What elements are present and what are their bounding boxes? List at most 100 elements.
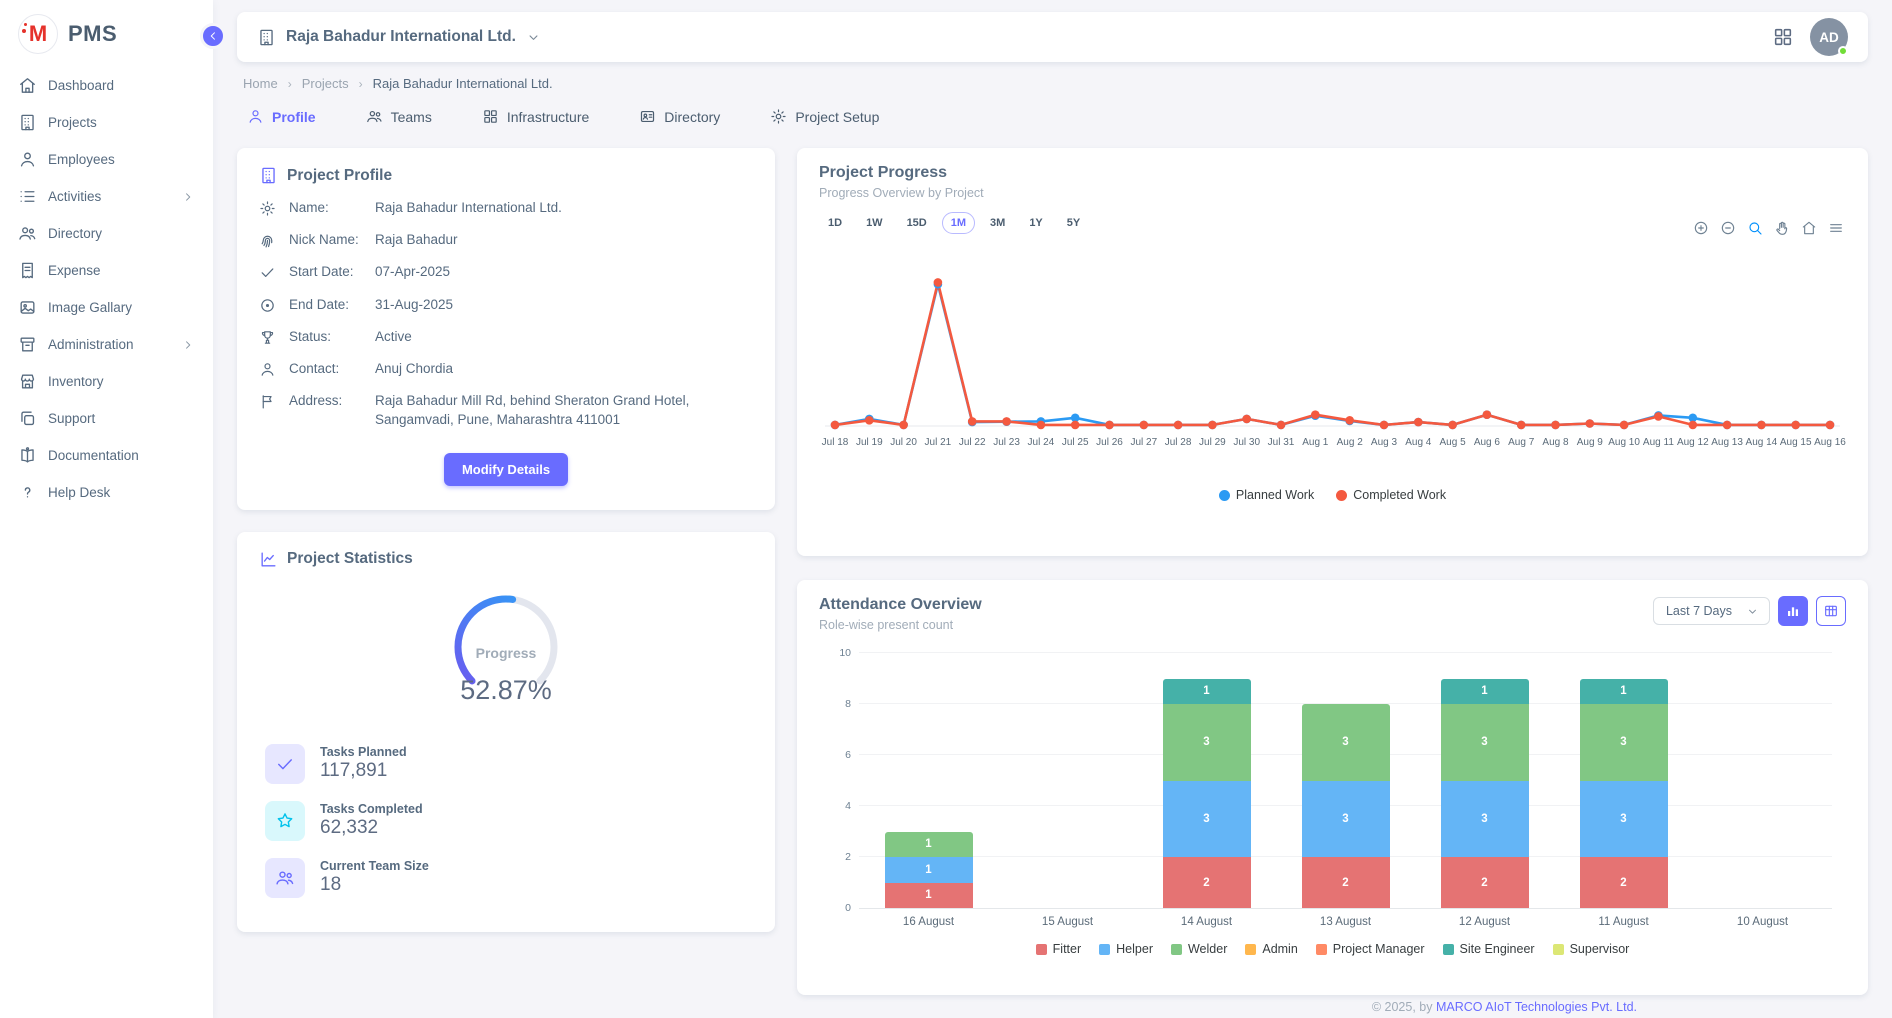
range-button-1m[interactable]: 1M bbox=[942, 212, 975, 234]
breadcrumb-separator: › bbox=[288, 77, 292, 91]
sidebar-item-dashboard[interactable]: Dashboard bbox=[0, 68, 213, 103]
sidebar-item-projects[interactable]: Projects bbox=[0, 105, 213, 140]
sidebar-item-documentation[interactable]: Documentation bbox=[0, 438, 213, 473]
person-icon bbox=[18, 150, 37, 169]
profile-field-contact-: Contact:Anuj Chordia bbox=[259, 360, 753, 378]
table-view-button[interactable] bbox=[1816, 596, 1846, 626]
range-button-5y[interactable]: 5Y bbox=[1058, 212, 1089, 234]
modify-details-button[interactable]: Modify Details bbox=[444, 453, 568, 486]
sidebar-item-help-desk[interactable]: Help Desk bbox=[0, 475, 213, 510]
gear-icon bbox=[259, 200, 276, 217]
field-label: Status: bbox=[289, 328, 375, 346]
footer-company-link[interactable]: MARCO AIoT Technologies Pvt. Ltd. bbox=[1436, 1000, 1637, 1014]
table-icon bbox=[1823, 603, 1839, 619]
legend-label: Admin bbox=[1262, 942, 1297, 956]
range-button-1y[interactable]: 1Y bbox=[1020, 212, 1051, 234]
apps-grid-icon[interactable] bbox=[1772, 26, 1794, 48]
bar-segment-site-engineer: 1 bbox=[1580, 679, 1668, 705]
range-button-3m[interactable]: 3M bbox=[981, 212, 1014, 234]
bar-column-13-august: 233 bbox=[1276, 654, 1415, 908]
sidebar-item-activities[interactable]: Activities bbox=[0, 179, 213, 214]
menu-icon[interactable] bbox=[1828, 220, 1844, 236]
svg-text:Jul 28: Jul 28 bbox=[1165, 437, 1192, 448]
bar-segment-value: 3 bbox=[1203, 813, 1209, 825]
building-icon bbox=[257, 28, 276, 47]
bar-segment-fitter: 1 bbox=[885, 883, 973, 909]
tab-profile[interactable]: Profile bbox=[245, 99, 318, 134]
sidebar-item-support[interactable]: Support bbox=[0, 401, 213, 436]
tab-directory[interactable]: Directory bbox=[637, 99, 722, 134]
period-select[interactable]: Last 7 Days bbox=[1653, 597, 1770, 625]
chevron-left-icon bbox=[206, 29, 220, 43]
bar-segment-value: 1 bbox=[925, 889, 931, 901]
bar-segment-fitter: 2 bbox=[1441, 857, 1529, 908]
reset-home-icon[interactable] bbox=[1801, 220, 1817, 236]
legend-item-site-engineer[interactable]: Site Engineer bbox=[1443, 942, 1535, 956]
legend-item-planned-work[interactable]: Planned Work bbox=[1219, 488, 1314, 502]
y-axis-label: 4 bbox=[827, 800, 851, 812]
bar-view-button[interactable] bbox=[1778, 596, 1808, 626]
sidebar-item-image-gallary[interactable]: Image Gallary bbox=[0, 290, 213, 325]
range-button-1d[interactable]: 1D bbox=[819, 212, 851, 234]
sidebar-item-inventory[interactable]: Inventory bbox=[0, 364, 213, 399]
svg-text:Jul 27: Jul 27 bbox=[1130, 437, 1157, 448]
legend-item-completed-work[interactable]: Completed Work bbox=[1336, 488, 1446, 502]
check-icon bbox=[259, 264, 276, 281]
sidebar-item-administration[interactable]: Administration bbox=[0, 327, 213, 362]
legend-item-project-manager[interactable]: Project Manager bbox=[1316, 942, 1425, 956]
x-axis-label: 13 August bbox=[1276, 916, 1415, 928]
legend-item-admin[interactable]: Admin bbox=[1245, 942, 1297, 956]
card-subtitle: Progress Overview by Project bbox=[819, 186, 1846, 200]
svg-text:Jul 22: Jul 22 bbox=[959, 437, 986, 448]
tab-teams[interactable]: Teams bbox=[364, 99, 434, 134]
bar-segment-value: 1 bbox=[925, 864, 931, 876]
sidebar-item-label: Dashboard bbox=[48, 78, 114, 93]
sidebar-item-employees[interactable]: Employees bbox=[0, 142, 213, 177]
project-switcher[interactable]: Raja Bahadur International Ltd. bbox=[257, 28, 541, 47]
legend-item-fitter[interactable]: Fitter bbox=[1036, 942, 1081, 956]
selection-zoom-icon[interactable] bbox=[1747, 220, 1763, 236]
bar-segment-value: 3 bbox=[1620, 736, 1626, 748]
sidebar-collapse-button[interactable] bbox=[200, 23, 226, 49]
image-icon bbox=[18, 298, 37, 317]
stat-rows: Tasks Planned 117,891 Tasks Completed 62… bbox=[259, 744, 753, 898]
legend-swatch bbox=[1245, 944, 1256, 955]
svg-text:Aug 1: Aug 1 bbox=[1302, 437, 1329, 448]
svg-text:Jul 19: Jul 19 bbox=[856, 437, 883, 448]
tab-project-setup[interactable]: Project Setup bbox=[768, 99, 881, 134]
attendance-bar-chart: 0 2 4 6 8 10111233123323312331 16 August… bbox=[819, 654, 1846, 956]
tab-label: Directory bbox=[664, 109, 720, 125]
legend-item-supervisor[interactable]: Supervisor bbox=[1553, 942, 1630, 956]
top-header: Raja Bahadur International Ltd. AD bbox=[237, 12, 1868, 62]
bar-segment-value: 3 bbox=[1481, 813, 1487, 825]
tab-label: Infrastructure bbox=[507, 109, 589, 125]
breadcrumb-item-projects[interactable]: Projects bbox=[302, 76, 349, 91]
zoom-out-icon[interactable] bbox=[1720, 220, 1736, 236]
bar-segment-fitter: 2 bbox=[1163, 857, 1251, 908]
sidebar-item-label: Employees bbox=[48, 152, 115, 167]
bar-segment-helper: 3 bbox=[1163, 781, 1251, 858]
bar-segment-value: 1 bbox=[925, 838, 931, 850]
pan-icon[interactable] bbox=[1774, 220, 1790, 236]
bar-segment-value: 3 bbox=[1620, 813, 1626, 825]
legend-swatch bbox=[1036, 944, 1047, 955]
tab-label: Project Setup bbox=[795, 109, 879, 125]
user-avatar[interactable]: AD bbox=[1810, 18, 1848, 56]
field-label: End Date: bbox=[289, 296, 375, 314]
legend-item-helper[interactable]: Helper bbox=[1099, 942, 1153, 956]
footer: © 2025, by MARCO AIoT Technologies Pvt. … bbox=[1372, 1000, 1637, 1014]
range-button-15d[interactable]: 15D bbox=[898, 212, 936, 234]
svg-text:Jul 29: Jul 29 bbox=[1199, 437, 1226, 448]
sidebar-item-directory[interactable]: Directory bbox=[0, 216, 213, 251]
stat-value: 62,332 bbox=[320, 817, 423, 839]
breadcrumb-item-home[interactable]: Home bbox=[243, 76, 278, 91]
range-button-1w[interactable]: 1W bbox=[857, 212, 892, 234]
svg-text:Aug 2: Aug 2 bbox=[1337, 437, 1364, 448]
sidebar-item-expense[interactable]: Expense bbox=[0, 253, 213, 288]
tab-infrastructure[interactable]: Infrastructure bbox=[480, 99, 591, 134]
card-title: Project Profile bbox=[287, 167, 392, 185]
range-selector: 1D 1W 15D 1M 3M 1Y 5Y bbox=[819, 212, 1846, 234]
bar-segment-value: 1 bbox=[1620, 685, 1626, 697]
legend-item-welder[interactable]: Welder bbox=[1171, 942, 1227, 956]
zoom-in-icon[interactable] bbox=[1693, 220, 1709, 236]
